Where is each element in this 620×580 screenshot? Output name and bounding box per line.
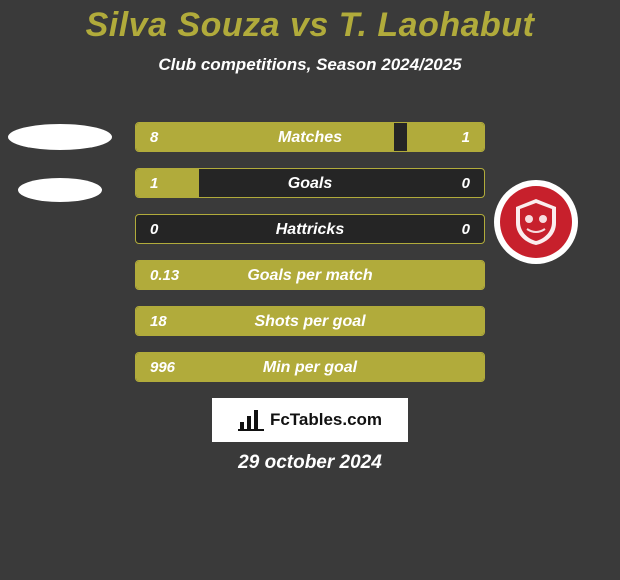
- stat-row: Min per goal996: [135, 352, 485, 382]
- stat-fill-left: [136, 123, 394, 151]
- stat-value-right: 0: [462, 215, 470, 244]
- stat-bars: Matches81Goals10Hattricks00Goals per mat…: [135, 122, 485, 398]
- shield-icon: [509, 195, 563, 249]
- stat-row: Goals per match0.13: [135, 260, 485, 290]
- stat-fill-left: [136, 307, 484, 335]
- stat-row: Matches81: [135, 122, 485, 152]
- stat-row: Hattricks0 0: [135, 214, 485, 244]
- comparison-subtitle: Club competitions, Season 2024/2025: [0, 55, 620, 75]
- bar-chart-icon: [238, 408, 264, 432]
- player-left-photo-placeholder-2: [18, 178, 102, 202]
- stat-row: Shots per goal18: [135, 306, 485, 336]
- player-left-photo-placeholder-1: [8, 124, 112, 150]
- fctables-logo-text: FcTables.com: [270, 410, 382, 430]
- club-badge-right: [494, 180, 578, 264]
- fctables-logo: FcTables.com: [212, 398, 408, 442]
- stat-fill-right: [407, 123, 484, 151]
- infographic-date: 29 october 2024: [0, 452, 620, 474]
- stat-row: Goals10: [135, 168, 485, 198]
- stat-value-left: 0: [150, 215, 158, 244]
- stat-fill-left: [136, 169, 199, 197]
- club-badge-inner: [500, 186, 572, 258]
- stat-fill-left: [136, 261, 484, 289]
- stat-value-right: 0: [462, 169, 470, 198]
- stat-label: Hattricks: [136, 215, 484, 244]
- comparison-title: Silva Souza vs T. Laohabut: [0, 0, 620, 45]
- stat-fill-left: [136, 353, 484, 381]
